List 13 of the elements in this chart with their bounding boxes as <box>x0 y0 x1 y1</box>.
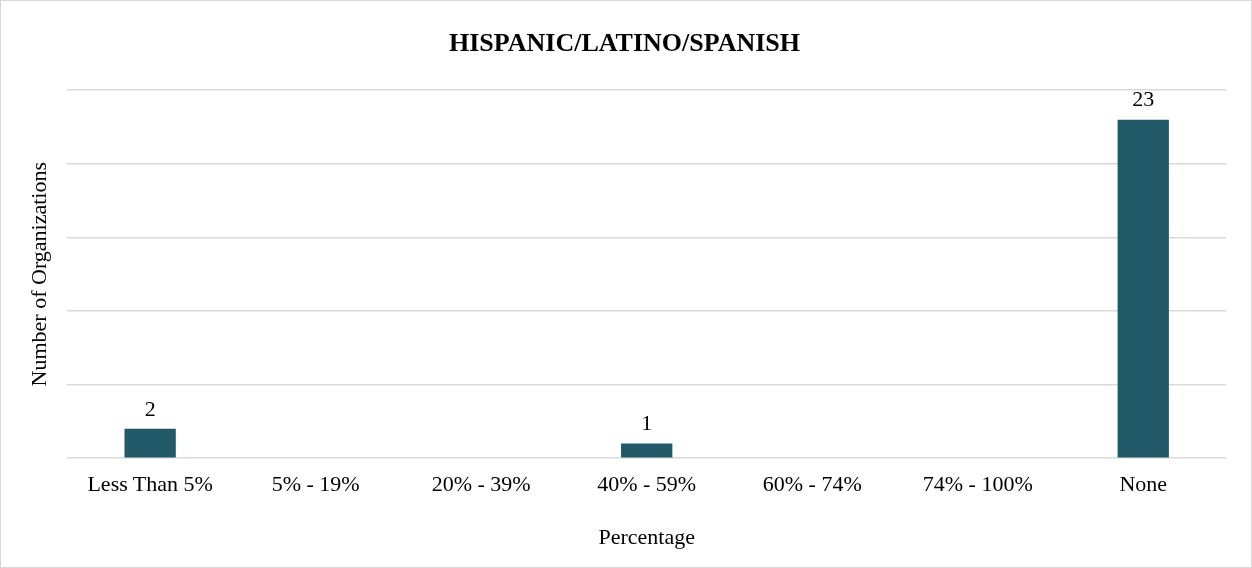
data-label: 2 <box>144 395 156 421</box>
x-tick-label: 60% - 74% <box>762 471 862 497</box>
x-tick-label: 20% - 39% <box>431 471 531 497</box>
x-tick-label: 40% - 59% <box>597 471 697 497</box>
data-label: 23 <box>1132 86 1155 112</box>
x-tick-label: 5% - 19% <box>271 471 360 497</box>
x-tick-label: 74% - 100% <box>922 471 1033 497</box>
x-tick-label: Less Than 5% <box>87 471 213 497</box>
chart-title: HISPANIC/LATINO/SPANISH <box>448 28 801 58</box>
x-tick-label: None <box>1119 471 1168 497</box>
y-axis-title: Number of Organizations <box>25 161 51 387</box>
data-label: 1 <box>641 410 653 436</box>
x-axis-title: Percentage <box>598 523 695 549</box>
